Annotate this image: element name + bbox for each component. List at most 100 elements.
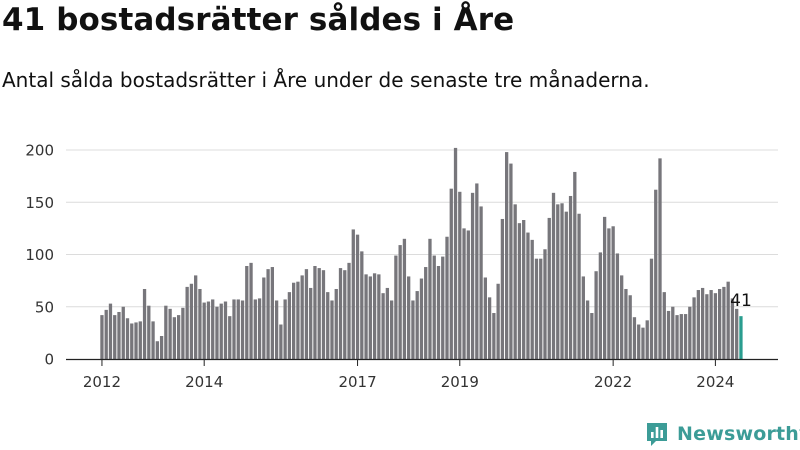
bar bbox=[117, 311, 121, 359]
bar bbox=[509, 163, 513, 359]
bar bbox=[181, 307, 185, 359]
bar bbox=[398, 245, 402, 359]
x-tick-label: 2017 bbox=[338, 373, 376, 391]
x-tick-label: 2022 bbox=[594, 373, 632, 391]
bar bbox=[134, 322, 138, 359]
bar bbox=[585, 300, 590, 359]
bar bbox=[108, 303, 113, 359]
bar bbox=[556, 204, 560, 359]
bar bbox=[624, 288, 628, 359]
bar bbox=[402, 238, 407, 359]
bar bbox=[722, 286, 726, 359]
bar bbox=[662, 292, 666, 359]
bar bbox=[338, 268, 343, 359]
bar bbox=[453, 147, 458, 359]
bar bbox=[598, 252, 603, 359]
bar bbox=[236, 299, 240, 359]
bar bbox=[577, 213, 581, 359]
bar bbox=[287, 292, 292, 359]
bar bbox=[326, 292, 330, 359]
y-tick-label: 200 bbox=[25, 142, 54, 160]
bar bbox=[253, 299, 257, 359]
bar bbox=[462, 228, 466, 360]
bar bbox=[262, 277, 266, 359]
bar bbox=[407, 276, 411, 359]
newsworthy-logo-icon bbox=[647, 423, 667, 446]
chart-title: 41 bostadsrätter såldes i Åre bbox=[2, 2, 515, 38]
bar bbox=[279, 324, 283, 359]
bar bbox=[317, 268, 321, 359]
bar bbox=[394, 255, 398, 359]
bar bbox=[164, 305, 168, 359]
bar bbox=[692, 297, 696, 359]
bar bbox=[309, 287, 313, 359]
bar bbox=[551, 192, 556, 359]
bar bbox=[735, 308, 739, 359]
bar bbox=[104, 309, 108, 359]
bar bbox=[505, 152, 509, 359]
bar bbox=[671, 306, 675, 359]
bar bbox=[355, 234, 360, 359]
bar bbox=[517, 223, 522, 359]
bar bbox=[232, 299, 236, 359]
bar bbox=[206, 301, 211, 359]
bar bbox=[343, 270, 347, 359]
bar bbox=[321, 270, 326, 359]
bar bbox=[432, 255, 436, 359]
bar bbox=[705, 294, 709, 359]
x-tick-label: 2019 bbox=[441, 373, 479, 391]
bar bbox=[568, 195, 573, 359]
chart-subtitle: Antal sålda bostadsrätter i Åre under de… bbox=[2, 68, 650, 92]
bar bbox=[385, 287, 390, 359]
bar bbox=[539, 258, 543, 359]
bar bbox=[713, 293, 718, 359]
y-tick-label: 100 bbox=[25, 246, 54, 264]
bar bbox=[185, 286, 189, 359]
bar bbox=[211, 299, 215, 359]
bar bbox=[189, 283, 194, 359]
bar-highlight bbox=[739, 316, 743, 359]
bar bbox=[292, 282, 296, 359]
bar bbox=[168, 308, 172, 359]
bar bbox=[296, 281, 300, 359]
x-tick-label: 2014 bbox=[185, 373, 223, 391]
bar bbox=[300, 275, 304, 359]
bar bbox=[389, 300, 394, 359]
bar bbox=[215, 306, 219, 359]
bar bbox=[658, 158, 662, 359]
bar bbox=[487, 297, 492, 359]
bar bbox=[513, 204, 517, 359]
bar bbox=[147, 305, 151, 359]
bar bbox=[270, 267, 274, 359]
highlight-data-label: 41 bbox=[730, 291, 752, 311]
bar bbox=[675, 315, 679, 359]
bar bbox=[121, 306, 125, 359]
bar bbox=[330, 300, 334, 359]
bar bbox=[142, 288, 147, 359]
bar bbox=[615, 253, 620, 359]
bar bbox=[590, 313, 594, 359]
bar bbox=[100, 315, 104, 359]
bar bbox=[228, 316, 232, 359]
bar bbox=[688, 306, 692, 359]
y-tick-label: 50 bbox=[35, 298, 54, 316]
bar bbox=[496, 283, 500, 359]
bar bbox=[176, 315, 181, 359]
bar bbox=[304, 269, 309, 359]
bar bbox=[628, 295, 632, 359]
bar bbox=[411, 300, 415, 359]
bar bbox=[441, 256, 445, 359]
bar bbox=[313, 266, 317, 359]
bar bbox=[696, 290, 700, 359]
bar bbox=[445, 236, 449, 359]
bar bbox=[249, 262, 253, 359]
bar bbox=[730, 298, 735, 359]
bar bbox=[360, 251, 364, 359]
bar bbox=[424, 267, 428, 359]
bar bbox=[351, 229, 355, 359]
bar bbox=[620, 275, 624, 359]
bar bbox=[151, 321, 155, 359]
bar bbox=[334, 288, 338, 359]
bar bbox=[637, 324, 641, 359]
